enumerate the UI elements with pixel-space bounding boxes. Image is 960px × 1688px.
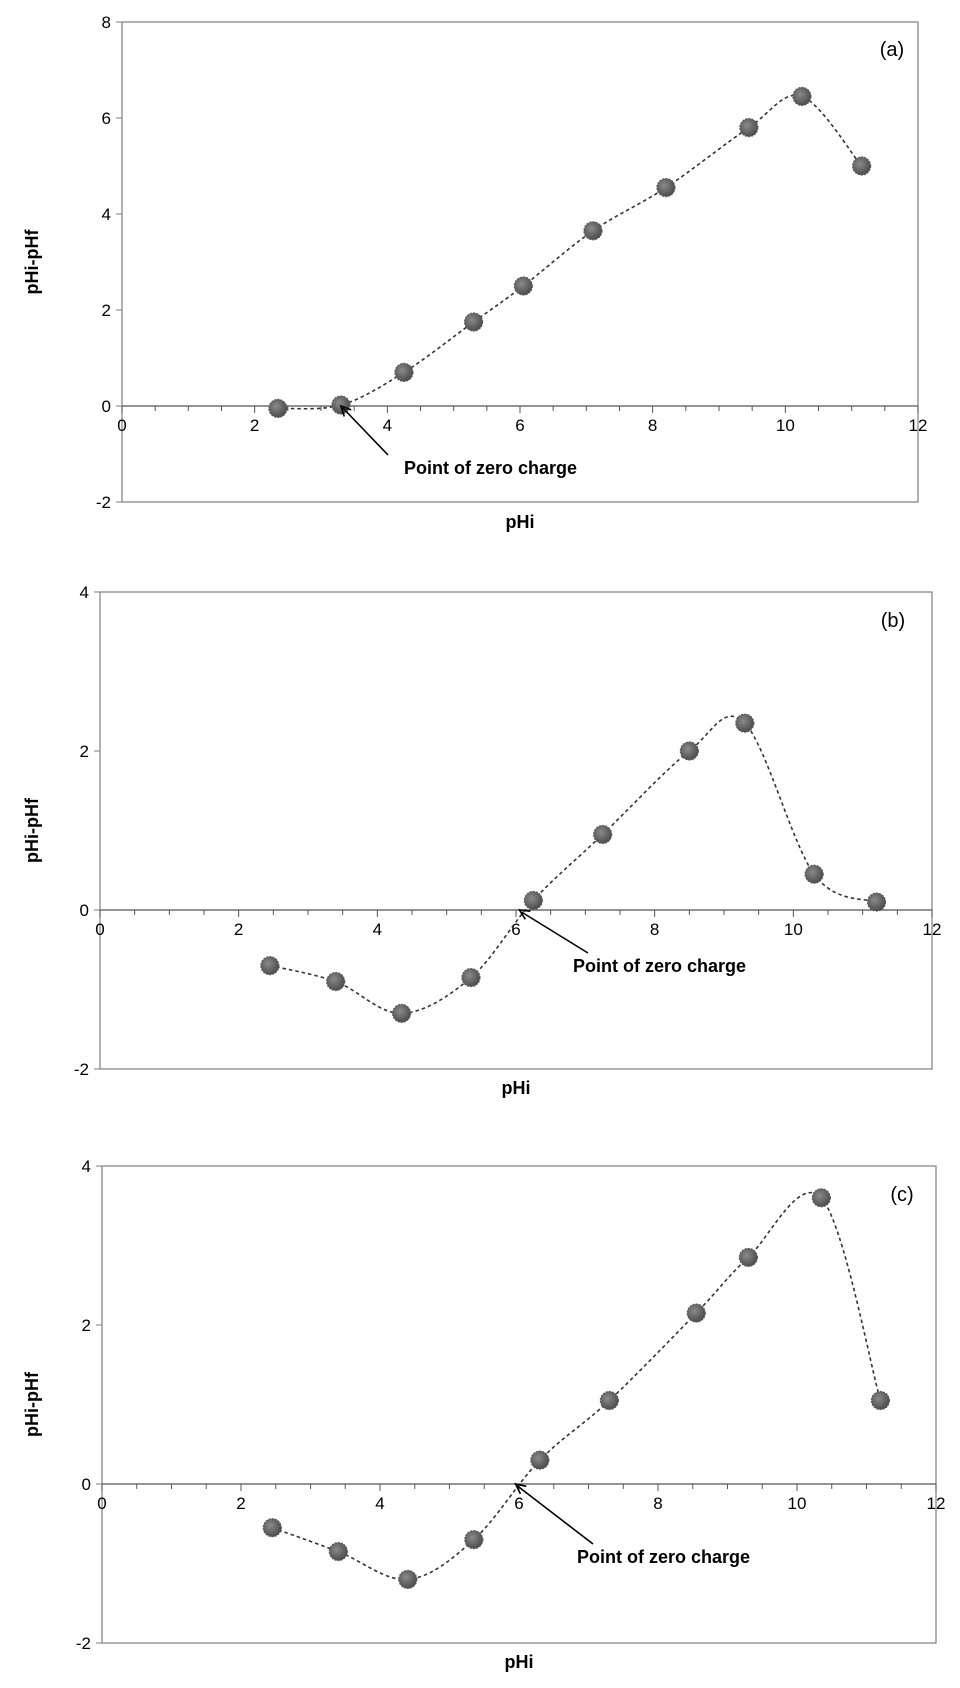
plot-frame <box>101 1165 937 1644</box>
x-tick-label: 10 <box>788 1494 807 1513</box>
y-tick-label: -2 <box>96 493 111 512</box>
data-point <box>870 1390 891 1411</box>
y-tick-label: 8 <box>102 13 111 32</box>
y-axis-title: pHi-pHf <box>22 229 42 295</box>
y-tick-label: 2 <box>82 1316 91 1335</box>
x-tick-label: 2 <box>234 920 243 939</box>
panel-label: (a) <box>880 39 904 61</box>
x-tick-label: 6 <box>515 416 524 435</box>
data-point <box>738 1247 758 1268</box>
x-tick-label: 2 <box>250 416 259 435</box>
data-point <box>262 1518 282 1538</box>
data-point <box>852 156 872 176</box>
data-point <box>735 713 755 733</box>
data-point <box>461 967 481 988</box>
pzc-arrow-shaft <box>521 911 589 954</box>
data-point <box>394 362 414 382</box>
y-tick-label: -2 <box>74 1060 89 1079</box>
data-point <box>804 864 824 884</box>
data-point <box>656 178 676 198</box>
x-tick-label: 6 <box>514 1494 523 1513</box>
y-tick-label: 4 <box>102 205 111 224</box>
x-tick-label: 12 <box>923 920 942 939</box>
pzc-arrow-head <box>339 404 352 417</box>
plot-frame <box>99 591 933 1070</box>
y-tick-label: 6 <box>102 109 111 128</box>
x-tick-label: 8 <box>648 416 657 435</box>
y-tick-label: 4 <box>80 583 89 602</box>
y-tick-label: 4 <box>82 1157 91 1176</box>
data-point <box>523 890 543 911</box>
y-tick-label: 2 <box>102 301 111 320</box>
y-tick-label: 0 <box>102 397 111 416</box>
x-axis-title: pHi <box>506 512 535 532</box>
data-point <box>328 1541 348 1562</box>
x-tick-label: 0 <box>117 416 126 435</box>
pzc-arrow-head <box>517 909 531 920</box>
data-point <box>811 1188 831 1208</box>
chart-panel-2: -2 0 2 4 0 2 4 6 8 10 12 pHi pHi-pHf (b) Point of zero… <box>22 583 941 1098</box>
pzc-annotation-label: Point of zero charge <box>577 1547 750 1567</box>
data-point <box>463 312 484 332</box>
data-point <box>599 1390 619 1411</box>
y-tick-label: 0 <box>82 1475 91 1494</box>
x-tick-label: 8 <box>650 920 659 939</box>
x-tick-label: 2 <box>236 1494 245 1513</box>
x-axis-title: pHi <box>505 1652 534 1672</box>
series-trend-curve <box>269 715 877 1015</box>
data-point <box>398 1569 418 1590</box>
data-point <box>679 741 699 761</box>
data-point <box>593 824 613 845</box>
y-tick-label: -2 <box>76 1634 91 1653</box>
pzc-annotation-label: Point of zero charge <box>573 956 746 976</box>
x-tick-label: 0 <box>97 1494 106 1513</box>
x-tick-label: 8 <box>653 1494 662 1513</box>
chart-panel-1: -2 0 2 4 6 8 0 2 4 6 8 10 12 pHi pHi-pHf (a) Point of ze… <box>22 13 927 532</box>
x-tick-label: 12 <box>927 1494 946 1513</box>
data-point <box>530 1450 550 1470</box>
data-point <box>464 1530 484 1550</box>
x-tick-label: 0 <box>95 920 104 939</box>
x-axis-title: pHi <box>502 1078 531 1098</box>
plot-frame <box>121 21 919 503</box>
pzc-arrow-head <box>514 1482 527 1495</box>
x-tick-label: 12 <box>909 416 928 435</box>
data-point <box>513 276 533 296</box>
pzc-annotation-label: Point of zero charge <box>404 458 577 478</box>
data-point <box>866 892 887 912</box>
x-tick-label: 10 <box>776 416 795 435</box>
data-point <box>392 1003 412 1023</box>
data-point <box>268 398 288 418</box>
y-tick-label: 0 <box>80 901 89 920</box>
y-tick-label: 2 <box>80 742 89 761</box>
pzc-arrow-shaft <box>517 1485 594 1545</box>
x-tick-label: 10 <box>784 920 803 939</box>
x-tick-label: 6 <box>511 920 520 939</box>
data-point <box>583 221 603 241</box>
panel-label: (c) <box>890 1184 913 1206</box>
data-point <box>260 956 280 976</box>
x-tick-label: 4 <box>375 1494 384 1513</box>
data-point <box>739 117 759 138</box>
y-axis-title: pHi-pHf <box>22 797 42 863</box>
data-point <box>792 86 812 107</box>
pzc-arrow-shaft <box>342 407 389 456</box>
series-trend-curve <box>277 94 863 410</box>
chart-panel-3: -2 0 2 4 0 2 4 6 8 10 12 pHi pHi-pHf (c) Point of zero… <box>22 1157 945 1672</box>
panel-label: (b) <box>881 610 905 632</box>
data-point <box>686 1303 706 1323</box>
series-trend-curve <box>272 1191 882 1581</box>
x-tick-label: 4 <box>383 416 392 435</box>
y-axis-title: pHi-pHf <box>22 1371 42 1437</box>
data-point <box>326 971 346 992</box>
x-tick-label: 4 <box>373 920 382 939</box>
